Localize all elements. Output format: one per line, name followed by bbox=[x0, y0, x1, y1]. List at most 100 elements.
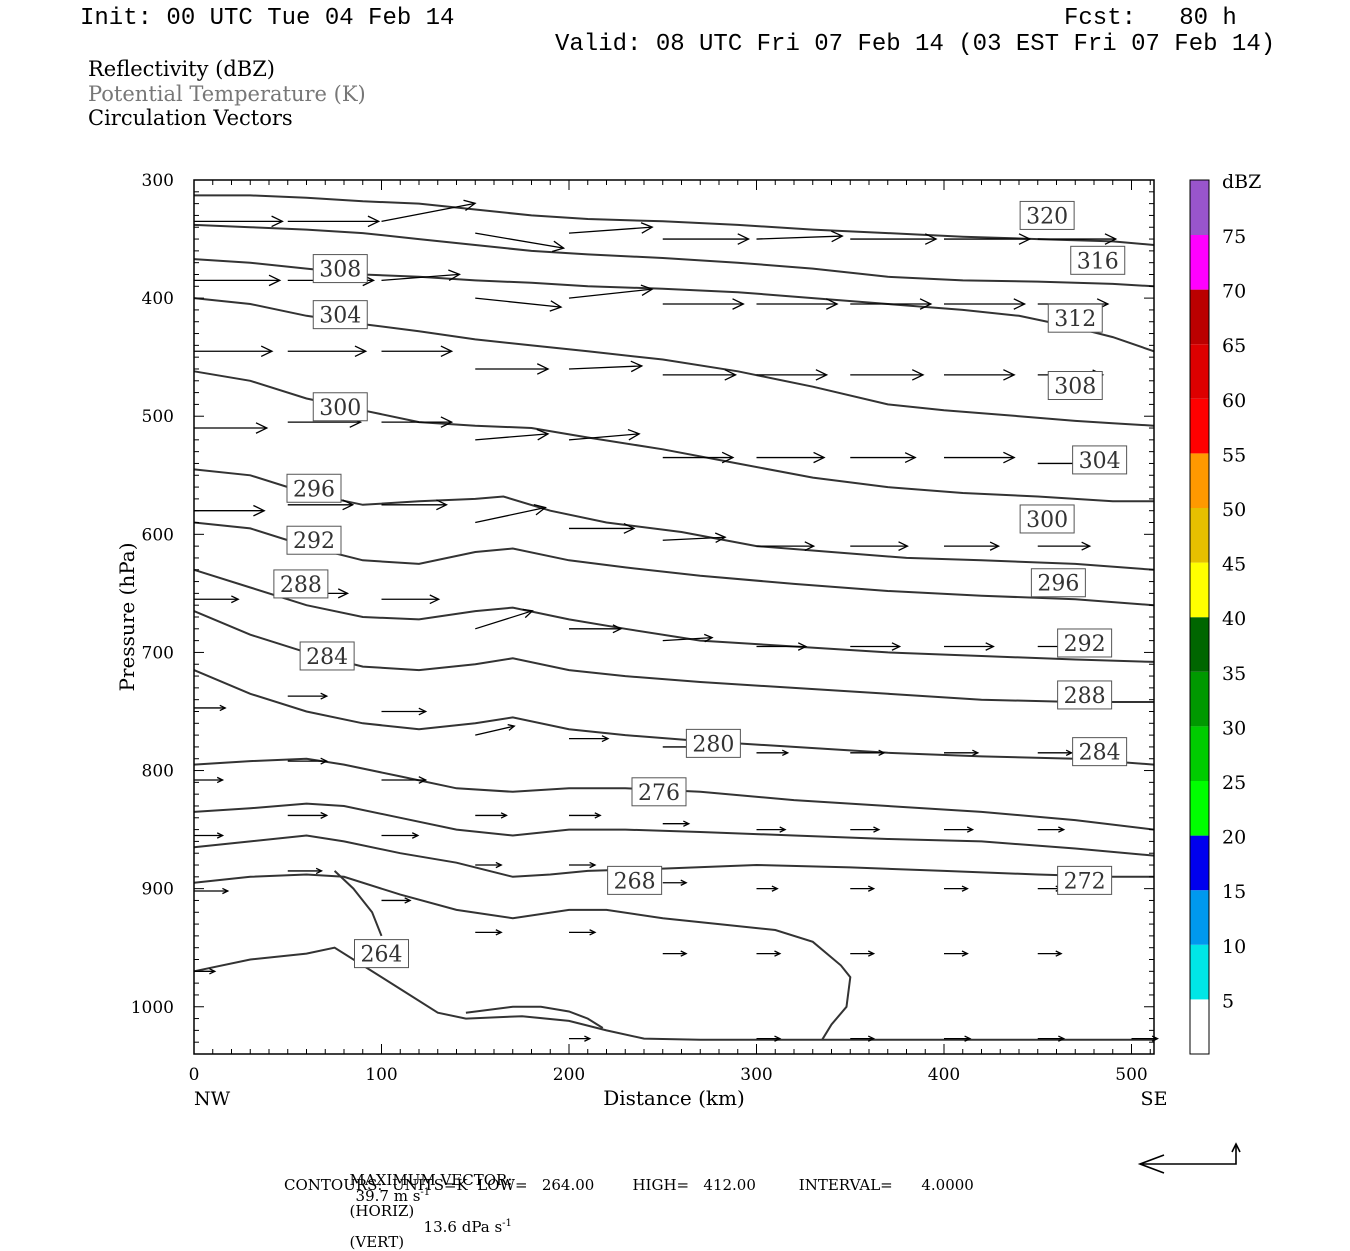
y-tick-label: 600 bbox=[142, 525, 174, 545]
x-tick-label: 400 bbox=[928, 1065, 960, 1085]
contour-label: 320 bbox=[1026, 204, 1068, 229]
vector-arrowhead bbox=[904, 452, 917, 464]
contour-label-box bbox=[607, 865, 663, 895]
vector-arrowhead bbox=[411, 832, 420, 839]
colorbar-segment bbox=[1190, 944, 1209, 1000]
vector-arrowhead bbox=[804, 541, 816, 552]
x-tick-label: 0 bbox=[189, 1065, 200, 1085]
vector-arrowhead bbox=[589, 861, 597, 869]
colorbar-level-label: 35 bbox=[1222, 663, 1246, 685]
vector-arrowhead bbox=[961, 950, 969, 957]
vector-arrowhead bbox=[1013, 298, 1027, 310]
colorbar-segment bbox=[1190, 344, 1209, 399]
colorbar-frame bbox=[1189, 179, 1210, 1055]
colorbar-segment bbox=[1190, 671, 1209, 727]
vector-arrowhead bbox=[337, 588, 350, 599]
contour-label-box bbox=[1057, 628, 1113, 658]
vector-arrowhead bbox=[271, 215, 284, 228]
contour-label-box bbox=[312, 254, 368, 284]
vector-arrowhead bbox=[1018, 233, 1032, 245]
vector-arrowhead bbox=[255, 422, 269, 434]
x-tick-label: 300 bbox=[740, 1065, 772, 1085]
colorbar-level-label: 5 bbox=[1222, 990, 1234, 1012]
vector-arrowhead bbox=[536, 428, 550, 441]
contour-label: 300 bbox=[319, 396, 361, 421]
contour-label-box bbox=[1057, 865, 1113, 895]
contour-label: 276 bbox=[638, 781, 680, 806]
vector-arrowhead bbox=[495, 929, 503, 936]
horiz-unit-exponent: -1 bbox=[420, 1187, 431, 1198]
vector-arrowhead bbox=[1104, 233, 1118, 245]
theta-contour-316 bbox=[193, 223, 1155, 288]
contour-label-box bbox=[1072, 737, 1128, 767]
vector-arrowhead bbox=[966, 826, 975, 833]
contour-label-box bbox=[273, 569, 329, 599]
vector-arrowhead bbox=[680, 879, 688, 886]
contours-caption: CONTOURS: UNITS=K LOW= 264.00 HIGH= 412.… bbox=[284, 1176, 974, 1194]
vector-arrowhead bbox=[826, 298, 839, 310]
colorbar-level-label: 50 bbox=[1222, 499, 1246, 521]
contour-label-box bbox=[1019, 200, 1075, 230]
vector-arrowhead bbox=[714, 532, 727, 543]
circulation-vector bbox=[568, 288, 653, 299]
vector-arrowhead bbox=[216, 832, 225, 839]
contour-label: 292 bbox=[1064, 632, 1106, 657]
vector-arrowhead bbox=[627, 428, 641, 441]
vector-arrowhead bbox=[640, 222, 654, 234]
init-time: Init: 00 UTC Tue 04 Feb 14 bbox=[80, 5, 455, 32]
circulation-vector bbox=[475, 725, 515, 736]
vector-arrowhead bbox=[1081, 541, 1092, 551]
colorbar-segment bbox=[1190, 835, 1209, 891]
vector-arrowhead bbox=[315, 867, 324, 875]
vector-arrowhead bbox=[219, 704, 227, 712]
vector-arrowhead bbox=[549, 300, 563, 312]
vector-arrowhead bbox=[721, 451, 735, 464]
colorbar-level-label: 30 bbox=[1222, 717, 1246, 739]
vert-tag: (VERT) bbox=[349, 1233, 405, 1251]
y-tick-label: 900 bbox=[142, 880, 174, 900]
vector-arrowhead bbox=[831, 230, 844, 243]
colorbar-level-label: 75 bbox=[1222, 226, 1246, 248]
vert-unit-exponent: -1 bbox=[502, 1218, 512, 1229]
vector-arrowhead bbox=[522, 608, 534, 619]
vector-arrowhead bbox=[507, 723, 516, 731]
vector-arrowhead bbox=[448, 269, 461, 281]
vector-arrowhead bbox=[222, 887, 230, 895]
circulation-vector bbox=[475, 433, 549, 441]
circulation-vector bbox=[662, 536, 726, 541]
y-tick-label: 1000 bbox=[131, 998, 174, 1018]
vector-arrowhead bbox=[724, 369, 738, 381]
colorbar-level-label: 10 bbox=[1222, 936, 1246, 958]
vector-arrowhead bbox=[737, 233, 751, 245]
vector-arrowhead bbox=[209, 968, 217, 975]
vector-arrowhead bbox=[867, 1035, 876, 1042]
circulation-vector bbox=[568, 226, 653, 234]
contour-label: 272 bbox=[1064, 869, 1106, 894]
contour-label: 288 bbox=[280, 573, 322, 598]
vector-arrowhead bbox=[342, 499, 355, 511]
colorbar-level-label: 45 bbox=[1222, 554, 1246, 576]
cross-section-chart: 3203163083123043083003042963002922962882… bbox=[115, 171, 1261, 1174]
colorbar-level-label: 20 bbox=[1222, 827, 1246, 849]
contour-label-box bbox=[1030, 568, 1086, 598]
vector-arrowhead bbox=[972, 749, 980, 757]
circulation-vector bbox=[475, 297, 562, 308]
contour-label: 300 bbox=[1026, 508, 1068, 533]
vector-arrowhead bbox=[867, 950, 876, 957]
colorbar-segment bbox=[1190, 235, 1209, 290]
vector-arrowhead bbox=[683, 820, 691, 827]
vector-arrowhead bbox=[924, 233, 938, 245]
colorbar-segment bbox=[1190, 781, 1209, 836]
vector-arrowhead bbox=[985, 642, 995, 651]
colorbar-segment bbox=[1190, 890, 1209, 945]
contour-label-box bbox=[1047, 303, 1103, 333]
vector-arrowhead bbox=[612, 624, 623, 634]
vector-arrowhead bbox=[436, 499, 448, 511]
contour-label: 304 bbox=[319, 304, 361, 329]
circulation-vector bbox=[662, 636, 713, 642]
axes: 0 100 200 300 400 500 300 400 500 600 700 800 900 100… bbox=[115, 171, 1167, 1110]
contour-label-box bbox=[1047, 371, 1103, 401]
y-tick-label: 700 bbox=[142, 643, 174, 663]
circulation-vector bbox=[568, 365, 642, 370]
vector-arrowhead bbox=[703, 633, 714, 643]
